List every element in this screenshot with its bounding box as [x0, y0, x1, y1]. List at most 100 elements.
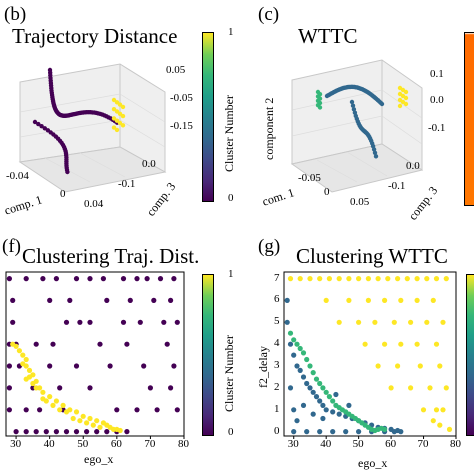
scatter-point-g-yellow-33	[398, 341, 404, 347]
scatter-point-g-teal-13	[336, 411, 342, 417]
scatter-point-g-green-1	[291, 337, 297, 343]
plot3d-b	[18, 63, 167, 193]
scatter-point-g-yellow-49	[446, 426, 453, 432]
scatter-point-f-yellow-15	[73, 409, 80, 415]
plot3d-c	[290, 59, 424, 193]
scatter-point-g-yellow-48	[437, 422, 443, 428]
scatter-point-f-yellow-39	[20, 361, 26, 367]
scatter-point-f-purple-64	[77, 319, 83, 325]
traj-point-c-yellow-5	[403, 95, 409, 101]
scatter-point-f-purple-13	[6, 385, 12, 391]
scatter-point-g-teal-38	[356, 429, 362, 435]
scatter-point-g-yellow-19	[365, 297, 371, 303]
scatter-point-f-yellow-32	[50, 402, 56, 408]
scatter-point-f-purple-40	[104, 297, 110, 303]
scatter-point-g-teal-6	[307, 385, 313, 391]
y-tick-c-0: 0.0	[406, 160, 420, 172]
scatter-point-f-purple-61	[114, 407, 120, 413]
scatter-point-g-yellow-43	[443, 385, 449, 391]
scatter-point-f-purple-32	[174, 319, 180, 325]
scatter-point-f-purple-29	[157, 276, 164, 282]
scatter-point-g-yellow-5	[336, 276, 342, 282]
scatter-point-g-teal-5	[304, 380, 310, 387]
scatter-point-f-purple-21	[53, 276, 60, 282]
scatter-point-f-yellow-38	[23, 376, 29, 382]
z-tick-b-0: 0.05	[166, 64, 186, 76]
scatter-point-g-teal-12	[330, 409, 336, 415]
traj-point-c2-25	[373, 154, 379, 159]
scatter-point-g-teal-0	[287, 341, 294, 347]
scatter-plot-g	[283, 271, 457, 439]
scatter-point-g-teal-1	[291, 352, 297, 358]
panel-label-f: (f)	[2, 236, 21, 257]
scatter-point-g-yellow-46	[440, 407, 446, 413]
y-tick-g-4: 4	[274, 337, 280, 350]
scatter-point-g-green-11	[323, 389, 329, 395]
scatter-point-f-yellow-28	[77, 418, 83, 424]
traj-point-c2-24	[372, 150, 378, 155]
traj-point-b2-0	[32, 119, 38, 125]
scatter-point-f-purple-28	[144, 276, 150, 282]
scatter-point-g-teal-26	[291, 407, 297, 413]
scatter-point-g-yellow-26	[372, 319, 378, 325]
scatter-point-g-teal-4	[300, 374, 307, 380]
scatter-point-g-yellow-3	[317, 276, 323, 282]
scatter-point-f-purple-2	[33, 429, 39, 435]
traj-point-b-yellow-13	[114, 127, 120, 133]
y-tick-c-1: -0.1	[388, 180, 406, 192]
y-tick-g-2: 2	[274, 380, 280, 393]
x-tick-f-4: 70	[144, 438, 156, 450]
colorbar-g-edge	[466, 274, 474, 436]
scatter-point-f-purple-23	[73, 276, 80, 282]
cbar-tick-f-top: 1	[228, 268, 234, 280]
traj-point-c-40	[379, 101, 385, 107]
scatter-point-f-yellow-13	[60, 402, 66, 408]
scatter-point-f-yellow-30	[63, 409, 70, 415]
colorbar-c	[464, 32, 474, 206]
scatter-point-f-purple-20	[40, 276, 46, 282]
scatter-point-g-teal-30	[320, 415, 326, 422]
cbar-tick-f-bottom: 0	[228, 426, 234, 438]
scatter-point-g-yellow-32	[382, 341, 388, 347]
scatter-point-f-purple-51	[87, 385, 93, 391]
scatter-point-f-purple-35	[168, 385, 174, 391]
scatter-point-g-teal-41	[391, 429, 397, 435]
x-tick-c-0: -0.05	[298, 172, 321, 184]
x-tick-c-1: 0	[324, 186, 330, 198]
scatter-point-g-yellow-21	[398, 297, 404, 303]
traj-point-c2-0	[349, 99, 355, 105]
scatter-point-g-teal-28	[300, 402, 307, 408]
traj-point-b-yellow-5	[114, 109, 120, 114]
scatter-point-f-yellow-1	[13, 343, 19, 349]
scatter-point-g-teal-10	[320, 402, 326, 408]
scatter-point-g-green-5	[304, 356, 310, 363]
y-tick-g-5: 5	[274, 315, 280, 328]
scatter-point-f-yellow-4	[23, 356, 29, 363]
axis-z-c: component 2	[262, 97, 276, 160]
z-tick-c-0: 0.1	[430, 68, 444, 80]
scatter-point-g-teal-2	[294, 363, 300, 369]
x-tick-f-0: 30	[10, 438, 22, 450]
x-tick-f-2: 50	[77, 438, 89, 450]
scatter-point-g-green-9	[317, 380, 323, 387]
scatter-point-g-yellow-22	[414, 297, 420, 303]
panel-label-c: (c)	[258, 4, 280, 25]
x-tick-g-3: 60	[385, 438, 397, 450]
traj-point-b-yellow-12	[111, 125, 117, 130]
scatter-point-f-purple-8	[94, 429, 100, 435]
traj-point-c2-2	[351, 107, 357, 112]
scatter-point-g-yellow-1	[297, 276, 303, 282]
scatter-point-f-purple-24	[87, 276, 93, 282]
scatter-point-f-purple-1	[23, 429, 29, 435]
scatter-point-f-yellow-12	[53, 398, 60, 404]
traj-point-c-green-7	[317, 105, 323, 110]
scatter-point-g-yellow-35	[433, 341, 440, 347]
scatter-point-g-yellow-16	[443, 276, 449, 282]
scatter-point-f-purple-62	[134, 407, 140, 413]
traj-point-c-yellow-2	[403, 89, 409, 95]
scatter-point-f-purple-58	[47, 363, 53, 369]
scatter-point-f-yellow-29	[70, 415, 76, 422]
scatter-point-g-teal-32	[346, 402, 352, 408]
scatter-point-g-yellow-31	[362, 341, 368, 347]
scatter-point-g-teal-23	[284, 319, 290, 325]
